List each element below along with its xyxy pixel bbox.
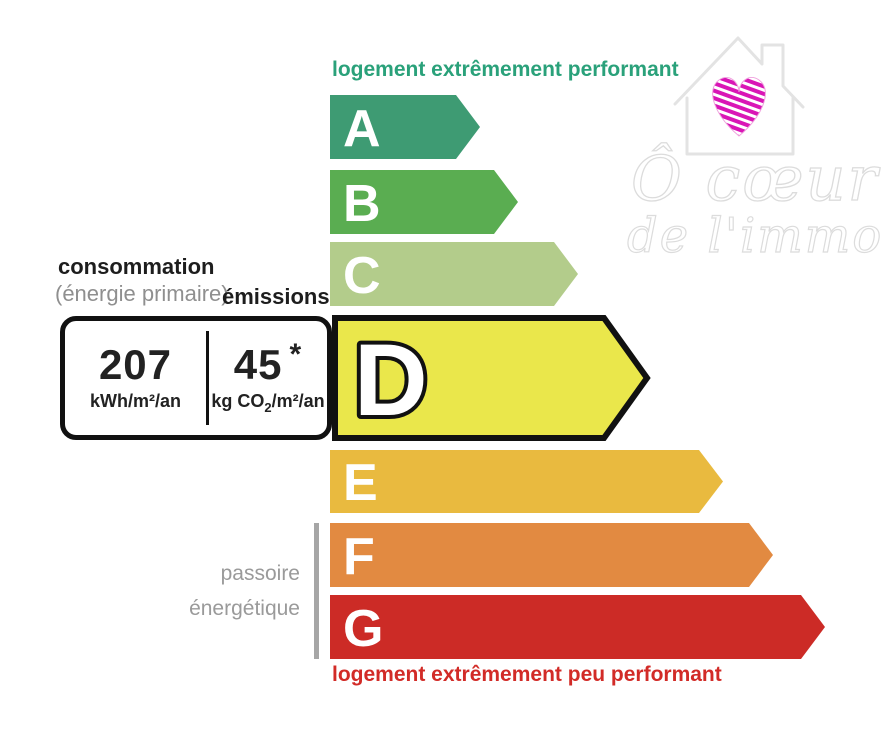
passoire-line2: énergétique [189, 597, 300, 620]
class-a-arrow: A [330, 95, 480, 159]
logo-text-line1: Ô cœur [631, 142, 880, 215]
emissions-value: 45 * [233, 338, 303, 388]
class-e-letter: E [343, 454, 378, 512]
class-c-arrow: C [330, 242, 578, 306]
consumption-value: 207 [98, 341, 173, 388]
class-g-letter: G [343, 599, 384, 658]
passoire-label: passoire énergétique [148, 556, 300, 626]
class-d-arrow-shape [332, 315, 651, 441]
consumption-subtitle: (énergie primaire) [55, 281, 229, 306]
emissions-asterisk: * [289, 338, 303, 371]
class-c-letter: C [343, 246, 381, 305]
class-a-letter: A [343, 99, 381, 158]
values-box: 207 kWh/m²/an 45 * kg CO2/m²/an [60, 316, 332, 440]
class-g-arrow: G [330, 595, 825, 659]
emissions-unit: kg CO2/m²/an [211, 391, 325, 415]
current-class-letter: D [354, 323, 428, 437]
emissions-title: émissions [222, 284, 330, 309]
class-d-arrow: D [332, 315, 651, 441]
class-e-arrow: E [330, 450, 723, 513]
class-f-arrow: F [330, 523, 773, 587]
emissions-cell: 45 * kg CO2/m²/an [209, 321, 327, 435]
co2-subscript: 2 [264, 400, 272, 415]
top-performance-label: logement extrêmement performant [332, 58, 679, 81]
consumption-cell: 207 kWh/m²/an [65, 321, 206, 435]
consumption-title: consommation [58, 254, 215, 279]
passoire-line1: passoire [220, 562, 300, 585]
class-b-arrow: B [330, 170, 518, 234]
agency-logo: Ô cœur de l'immo [626, 36, 883, 263]
class-b-letter: B [343, 174, 381, 233]
logo-text-line2: de l'immo [627, 208, 883, 263]
values-divider [206, 331, 209, 425]
consumption-unit: kWh/m²/an [89, 391, 181, 411]
heart-icon [712, 77, 766, 137]
class-f-letter: F [343, 527, 375, 586]
house-walls [685, 96, 795, 156]
bottom-performance-label: logement extrêmement peu performant [332, 663, 722, 686]
house-icon [673, 36, 805, 109]
passoire-bracket-bar [314, 523, 319, 659]
